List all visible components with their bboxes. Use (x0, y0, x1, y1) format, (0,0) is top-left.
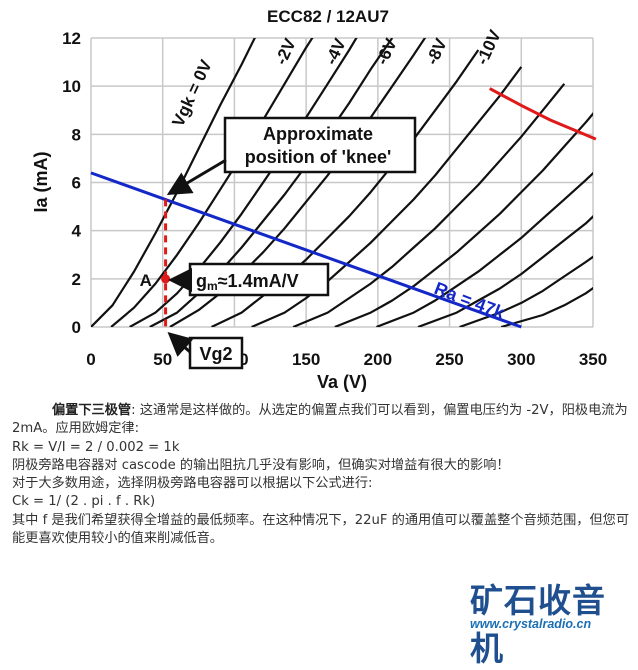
y-tick-label: 10 (62, 77, 81, 96)
x-tick-label: 50 (153, 350, 172, 369)
watermark-url: www.crystalradio.cn (470, 617, 592, 631)
gm-symbol: g (196, 271, 207, 291)
anode-curve (251, 66, 523, 327)
anode-curve (129, 38, 358, 327)
operating-point (161, 274, 171, 284)
x-tick-label: 0 (86, 350, 95, 369)
vg2-callout-text: Vg2 (199, 344, 232, 364)
curve-labels: Vgk = 0V -2V -4V -6V -8V -10V (168, 27, 505, 130)
x-tick-label: 200 (364, 350, 392, 369)
grid-voltage-label: -10V (472, 27, 505, 68)
grid-voltage-label: -4V (321, 35, 350, 68)
y-tick-label: 2 (72, 270, 81, 289)
x-tick-label: 350 (579, 350, 607, 369)
anode-curve (417, 215, 593, 327)
knee-callout-line1: Approximate (263, 124, 373, 144)
y-tick-label: 8 (72, 125, 81, 144)
anode-curve (500, 286, 593, 327)
grid-voltage-label: Vgk = 0V (168, 56, 216, 129)
chart-title: ECC82 / 12AU7 (267, 7, 389, 26)
anode-curve (149, 38, 394, 327)
knee-arrow (166, 158, 227, 196)
anode-curve (459, 255, 593, 327)
anode-curve (334, 112, 593, 327)
y-tick-label: 0 (72, 318, 81, 337)
watermark-logo: 矿石收音机 www.crystalradio.cn (470, 574, 635, 668)
anode-curve (376, 171, 593, 327)
x-tick-label: 300 (507, 350, 535, 369)
x-tick-label: 150 (292, 350, 320, 369)
gm-callout: gm≈1.4mA/V (168, 262, 330, 297)
knee-callout-box (223, 116, 417, 174)
y-axis-title: Ia (mA) (31, 151, 51, 212)
grid-voltage-label: -2V (271, 35, 300, 68)
max-dissipation-curve (489, 87, 597, 141)
paragraph-2: 阴极旁路电容器对 cascode 的输出阻抗几乎没有影响，但确实对增益有很大的影… (12, 457, 510, 473)
gm-callout-text: gm≈1.4mA/V (196, 271, 299, 293)
y-tick-label: 6 (72, 174, 81, 193)
vg2-arrow (167, 332, 194, 357)
formula-ck: Ck = 1/ (2 . pi . f . Rk) (12, 494, 156, 510)
paragraph-1-heading: 偏置下三极管 (52, 403, 132, 418)
x-axis-title: Va (V) (317, 372, 367, 392)
anode-curve (91, 38, 256, 327)
gm-value: ≈1.4mA/V (218, 271, 299, 291)
anode-curve (292, 83, 566, 327)
x-tick-label: 250 (435, 350, 463, 369)
paragraph-1: 偏置下三极管: 这通常是这样做的。从选定的偏置点我们可以看到，偏置电压约为 -2… (12, 402, 632, 439)
y-tick-label: 4 (72, 222, 82, 241)
paragraph-1-body: : 这通常是这样做的。从选定的偏置点我们可以看到，偏置电压约为 -2V，阳极电流… (12, 403, 628, 437)
grid-voltage-label: -8V (422, 35, 451, 68)
description-text: 偏置下三极管: 这通常是这样做的。从选定的偏置点我们可以看到，偏置电压约为 -2… (12, 402, 632, 548)
y-tick-label: 12 (62, 29, 81, 48)
paragraph-3: 对于大多数用途，选择阴极旁路电容器可以根据以下公式进行: (12, 476, 373, 492)
gm-subscript: m (207, 279, 218, 293)
operating-point-label: A (140, 271, 152, 290)
vg2-callout: Vg2 (167, 332, 244, 370)
anode-curve (110, 38, 314, 327)
paragraph-4: 其中 f 是我们希望获得全增益的最低频率。在这种情况下，22uF 的通用值可以覆… (12, 512, 630, 547)
grid-voltage-label: -6V (372, 35, 401, 68)
formula-rk: Rk = V/I = 2 / 0.002 = 1k (12, 439, 180, 455)
load-line (90, 171, 522, 329)
knee-callout: Approximate position of 'knee' (166, 116, 417, 196)
knee-callout-line2: position of 'knee' (245, 147, 392, 167)
